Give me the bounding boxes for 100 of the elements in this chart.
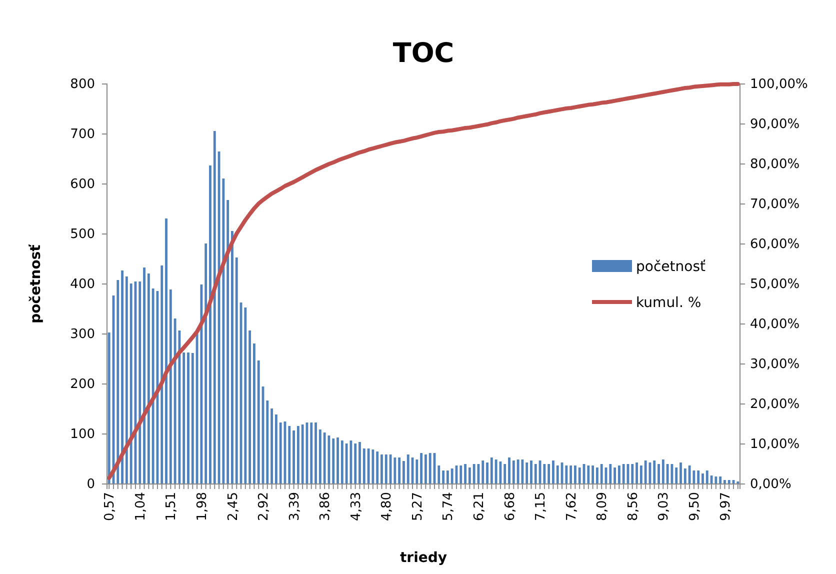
x-tick-label: 1,04 bbox=[133, 492, 148, 521]
bar bbox=[622, 464, 625, 484]
bar bbox=[534, 464, 537, 484]
x-tick-label: 9,50 bbox=[687, 492, 702, 521]
bar bbox=[552, 460, 554, 484]
bar bbox=[592, 466, 594, 484]
bar bbox=[248, 330, 252, 484]
bar bbox=[587, 466, 590, 484]
bar bbox=[350, 440, 352, 484]
y-tick-label: 700 bbox=[70, 127, 95, 142]
x-tick-label: 9,03 bbox=[656, 492, 672, 521]
bar bbox=[296, 426, 300, 484]
bar bbox=[570, 466, 572, 484]
bar bbox=[719, 476, 722, 484]
bar bbox=[358, 442, 361, 484]
bar bbox=[548, 464, 550, 484]
bar bbox=[578, 468, 581, 484]
bar bbox=[468, 468, 471, 484]
bar bbox=[644, 460, 647, 484]
bar bbox=[486, 462, 488, 484]
y2-tick-label: 70,00% bbox=[750, 197, 800, 212]
bar bbox=[209, 166, 212, 484]
bar bbox=[675, 468, 678, 484]
bar bbox=[658, 464, 660, 484]
bar bbox=[702, 474, 704, 484]
bar bbox=[600, 464, 603, 484]
bar bbox=[301, 424, 304, 484]
bar bbox=[574, 466, 576, 484]
x-tick-label: 8,09 bbox=[595, 492, 610, 521]
bar bbox=[662, 460, 664, 484]
bar bbox=[394, 458, 396, 484]
bar bbox=[292, 430, 295, 484]
y-tick-label: 600 bbox=[70, 177, 95, 192]
bar bbox=[464, 464, 466, 484]
x-tick-label: 1,51 bbox=[164, 492, 180, 521]
bar bbox=[226, 200, 230, 484]
bar bbox=[318, 430, 322, 484]
bar bbox=[724, 480, 726, 484]
bar bbox=[310, 422, 313, 484]
x-tick-label: 7,62 bbox=[564, 492, 580, 521]
x-tick-label: 6,68 bbox=[502, 492, 518, 521]
bar bbox=[504, 464, 506, 484]
bar bbox=[460, 466, 462, 484]
bar bbox=[508, 458, 510, 484]
x-tick-label: 4,80 bbox=[380, 492, 395, 521]
bar bbox=[565, 466, 568, 484]
y-axis-title: početnosť bbox=[28, 243, 44, 324]
y2-tick-label: 40,00% bbox=[750, 317, 800, 332]
bar bbox=[200, 284, 203, 484]
y-tick-label: 200 bbox=[70, 377, 95, 392]
bar bbox=[143, 268, 146, 484]
bar bbox=[653, 460, 656, 484]
bar bbox=[530, 460, 532, 484]
bar bbox=[384, 454, 388, 484]
bar bbox=[609, 464, 612, 484]
x-tick-label: 0,57 bbox=[102, 492, 118, 521]
bar bbox=[160, 266, 164, 484]
bar bbox=[152, 288, 154, 484]
y2-tick-label: 80,00% bbox=[750, 157, 800, 172]
bar bbox=[543, 464, 546, 484]
line-series bbox=[107, 82, 740, 480]
bar bbox=[728, 480, 730, 484]
y-tick-label: 0 bbox=[86, 477, 95, 492]
bar bbox=[108, 332, 110, 484]
bar bbox=[472, 464, 476, 484]
bar bbox=[684, 468, 686, 484]
bar bbox=[174, 318, 176, 484]
bar bbox=[354, 444, 357, 484]
bar bbox=[442, 470, 444, 484]
bar bbox=[556, 466, 559, 484]
y2-tick-label: 100,00% bbox=[750, 77, 808, 92]
y2-tick-label: 90,00% bbox=[750, 117, 800, 132]
y-tick-label: 300 bbox=[70, 327, 95, 342]
bar bbox=[521, 460, 524, 484]
bar bbox=[372, 450, 374, 484]
bar bbox=[438, 466, 440, 484]
legend-label: početnosť bbox=[636, 258, 706, 275]
bar bbox=[697, 470, 700, 484]
x-tick-label: 2,45 bbox=[226, 492, 241, 521]
y2-tick-label: 0,00% bbox=[750, 477, 792, 492]
bar bbox=[270, 408, 273, 484]
bar bbox=[125, 276, 128, 484]
bar bbox=[362, 448, 366, 484]
x-tick-label: 4,33 bbox=[348, 492, 364, 521]
bar bbox=[402, 461, 405, 484]
bar bbox=[191, 353, 194, 484]
bar bbox=[231, 231, 234, 484]
bar bbox=[336, 438, 339, 484]
bar bbox=[314, 422, 317, 484]
bar bbox=[680, 462, 682, 484]
bar bbox=[494, 460, 498, 484]
bar bbox=[596, 468, 598, 484]
bar bbox=[516, 460, 520, 484]
bar bbox=[631, 464, 634, 484]
bar bbox=[204, 244, 208, 484]
bar bbox=[670, 464, 674, 484]
bar bbox=[380, 454, 383, 484]
chart-title: TOC bbox=[392, 38, 454, 69]
x-tick-label: 5,74 bbox=[441, 492, 456, 521]
bar bbox=[213, 131, 216, 484]
